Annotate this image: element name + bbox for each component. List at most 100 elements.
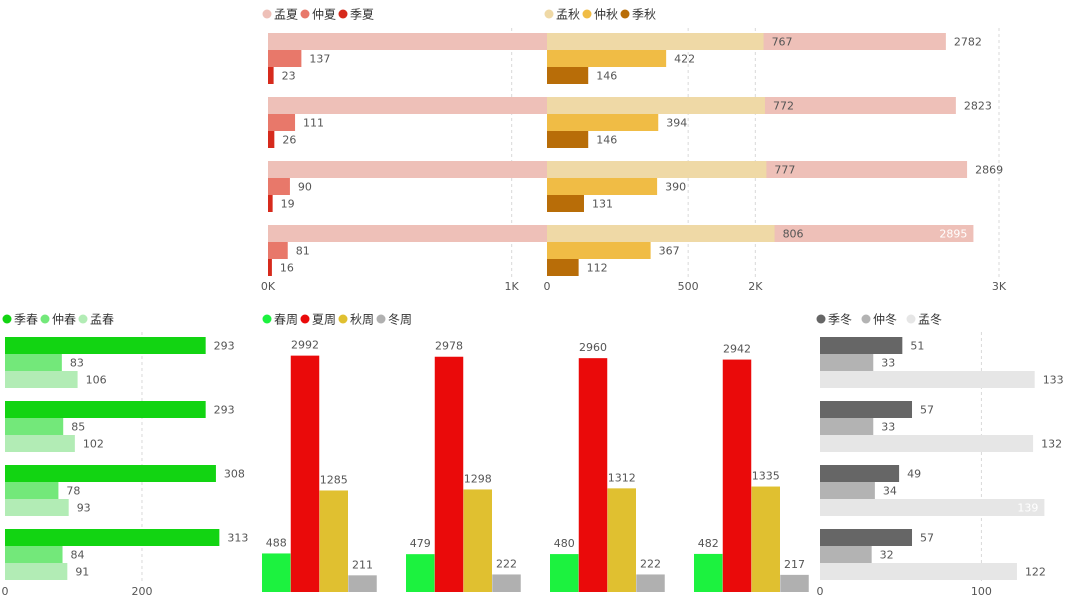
bar-weeks-春周-1[interactable] [406,554,435,592]
bar-summer-仲夏-0[interactable] [268,50,302,67]
bar-winter-孟冬-2[interactable] [820,499,1045,516]
data-label: 111 [303,117,324,130]
legend-item-weeks-1[interactable]: 夏周 [300,313,337,327]
bar-spring-孟春-1[interactable] [5,435,75,452]
legend-item-autumn-1[interactable]: 仲秋 [582,8,619,22]
bar-autumn-仲秋-1[interactable] [547,114,659,131]
legend-summer: 孟夏 仲夏 季夏 [262,8,375,22]
bar-spring-仲春-0[interactable] [5,354,62,371]
data-label: 146 [596,70,617,83]
legend-item-winter-1[interactable]: 仲冬 [861,312,898,327]
legend-item-summer-0[interactable]: 孟夏 [262,8,299,22]
bar-spring-孟春-0[interactable] [5,371,78,388]
legend-item-winter-2[interactable]: 孟冬 [906,312,943,327]
data-label: 772 [773,100,794,113]
bar-weeks-冬周-1[interactable] [492,574,521,592]
legend-label: 仲秋 [594,8,618,22]
data-label: 84 [71,549,85,562]
bar-winter-孟冬-3[interactable] [820,563,1017,580]
bar-winter-仲冬-0[interactable] [820,354,874,371]
bar-spring-季春-1[interactable] [5,401,206,418]
legend-winter: 季冬 仲冬 孟冬 [816,312,943,327]
bar-spring-仲春-2[interactable] [5,482,59,499]
bar-winter-季冬-3[interactable] [820,529,913,546]
bar-spring-季春-2[interactable] [5,465,216,482]
legend-item-summer-1[interactable]: 仲夏 [300,8,337,22]
bar-weeks-秋周-3[interactable] [751,486,781,592]
bar-autumn-孟秋-3[interactable] [547,225,775,242]
bar-weeks-春周-3[interactable] [694,553,723,592]
x-tick-label: 200 [131,585,152,598]
legend-item-spring-1[interactable]: 仲春 [40,313,77,327]
data-label: 112 [587,262,608,275]
bar-summer-季夏-0[interactable] [268,67,274,84]
bar-weeks-夏周-2[interactable] [578,358,608,592]
data-label: 211 [352,558,373,571]
x-tick-label: 0 [817,585,824,598]
bar-autumn-孟秋-2[interactable] [547,161,767,178]
bar-summer-仲夏-1[interactable] [268,114,296,131]
legend-item-winter-0[interactable]: 季冬 [816,312,853,327]
data-label: 23 [282,70,296,83]
legend-item-weeks-3[interactable]: 冬周 [376,312,413,327]
legend-item-weeks-2[interactable]: 秋周 [338,313,375,327]
data-label: 85 [71,421,85,434]
legend-swatch [338,9,348,19]
bar-autumn-季秋-0[interactable] [547,67,589,84]
bar-spring-孟春-2[interactable] [5,499,69,516]
bar-weeks-秋周-1[interactable] [463,489,493,592]
bar-spring-孟春-3[interactable] [5,563,68,580]
legend-label: 孟春 [90,313,114,327]
data-label: 2869 [975,164,1003,177]
legend-item-spring-0[interactable]: 季春 [2,313,39,327]
bar-winter-仲冬-2[interactable] [820,482,875,499]
bar-summer-季夏-1[interactable] [268,131,275,148]
data-label: 139 [1017,502,1038,515]
bar-autumn-仲秋-0[interactable] [547,50,667,67]
bar-winter-季冬-0[interactable] [820,337,903,354]
bar-autumn-季秋-1[interactable] [547,131,589,148]
data-label: 2978 [435,340,463,353]
bar-winter-季冬-2[interactable] [820,465,900,482]
legend-item-autumn-2[interactable]: 季秋 [620,8,657,22]
bar-spring-仲春-1[interactable] [5,418,64,435]
bar-summer-季夏-3[interactable] [268,259,272,276]
bar-weeks-秋周-0[interactable] [319,490,349,592]
bar-summer-仲夏-3[interactable] [268,242,288,259]
bar-weeks-冬周-2[interactable] [636,574,665,592]
legend-item-autumn-0[interactable]: 孟秋 [544,8,581,22]
bar-winter-孟冬-0[interactable] [820,371,1035,388]
bar-spring-季春-0[interactable] [5,337,206,354]
bar-winter-孟冬-1[interactable] [820,435,1034,452]
bar-autumn-季秋-2[interactable] [547,195,584,212]
bar-weeks-秋周-2[interactable] [607,488,637,592]
bar-autumn-孟秋-0[interactable] [547,33,764,50]
bar-weeks-春周-2[interactable] [550,554,579,592]
data-label: 19 [281,198,295,211]
bar-weeks-夏周-3[interactable] [722,359,752,592]
bar-autumn-仲秋-3[interactable] [547,242,651,259]
legend-item-weeks-0[interactable]: 春周 [262,313,299,327]
bar-weeks-春周-0[interactable] [262,553,291,592]
bar-winter-季冬-1[interactable] [820,401,913,418]
data-label: 78 [66,485,80,498]
bar-autumn-仲秋-2[interactable] [547,178,658,195]
bar-winter-仲冬-3[interactable] [820,546,872,563]
legend-swatch [816,314,826,324]
bar-spring-季春-3[interactable] [5,529,220,546]
legend-item-summer-2[interactable]: 季夏 [338,8,375,22]
bar-spring-仲春-3[interactable] [5,546,63,563]
data-label: 2895 [939,228,967,241]
bar-winter-仲冬-1[interactable] [820,418,874,435]
bar-autumn-季秋-3[interactable] [547,259,579,276]
legend-item-spring-2[interactable]: 孟春 [78,313,115,327]
bar-weeks-夏周-0[interactable] [290,355,320,592]
bar-weeks-冬周-3[interactable] [780,574,809,592]
bar-weeks-夏周-1[interactable] [434,356,464,592]
bar-summer-季夏-2[interactable] [268,195,273,212]
bar-weeks-冬周-0[interactable] [348,575,377,592]
data-label: 102 [83,438,104,451]
bar-autumn-孟秋-1[interactable] [547,97,765,114]
bar-summer-仲夏-2[interactable] [268,178,290,195]
